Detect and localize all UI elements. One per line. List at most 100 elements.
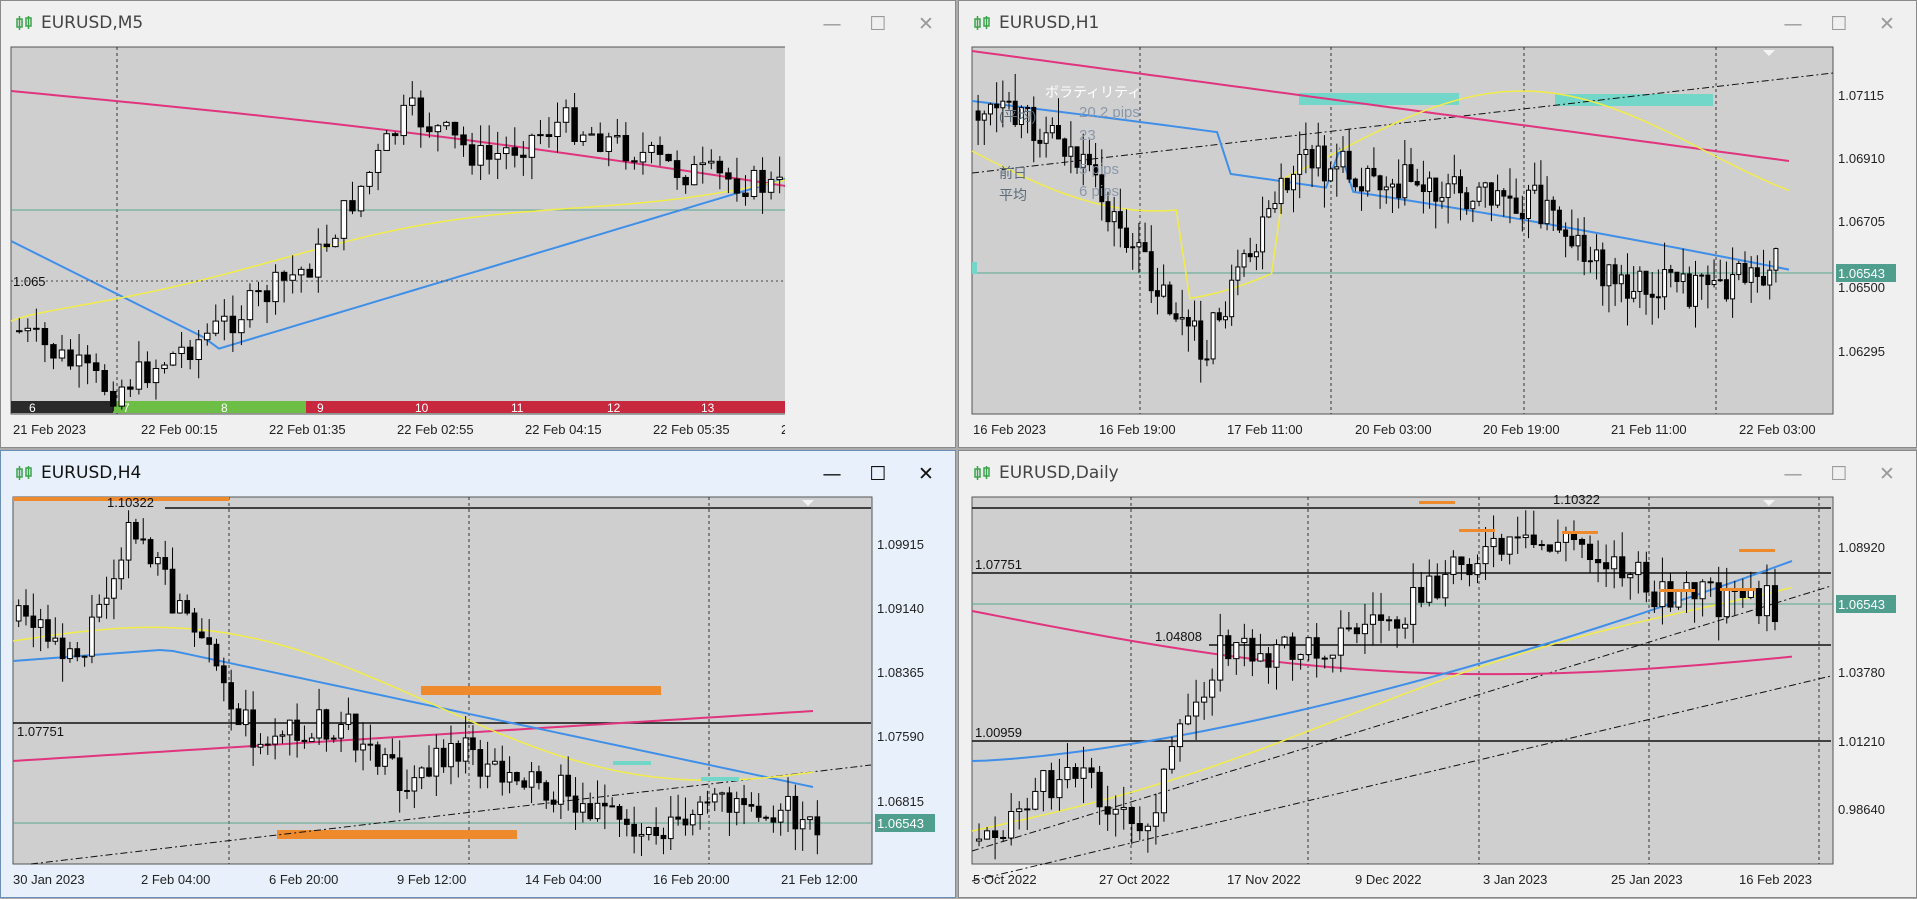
candle-body xyxy=(1309,149,1315,169)
candle-body xyxy=(286,719,293,736)
time-axis-label: 16 Feb 19:00 xyxy=(1099,422,1176,437)
minimize-button[interactable]: — xyxy=(822,13,842,35)
candle-body xyxy=(1513,197,1519,214)
candle-body xyxy=(704,801,711,804)
candle-body xyxy=(1273,644,1280,668)
candle-body xyxy=(1414,180,1420,186)
candle-body xyxy=(1699,274,1705,277)
candle-body xyxy=(1297,153,1303,175)
close-button[interactable]: ✕ xyxy=(918,463,934,485)
candle-body xyxy=(1222,316,1228,321)
candle-body xyxy=(404,789,410,792)
price-chart[interactable]: 1.08920 1.06543 1.03780 1.01210 0.98640 5 Oct… xyxy=(959,451,1917,899)
candle-body xyxy=(330,737,337,740)
candle-body xyxy=(1241,637,1248,644)
candle-body xyxy=(24,327,32,332)
candle-body xyxy=(306,268,313,278)
price-axis-label: 0.98640 xyxy=(1838,802,1885,817)
candle-body xyxy=(807,816,813,821)
maximize-button[interactable]: ☐ xyxy=(1830,463,1848,485)
time-axis-label: 17 Nov 2022 xyxy=(1227,872,1301,887)
candle-body xyxy=(1346,150,1352,180)
candle-body xyxy=(84,354,91,364)
candle-body xyxy=(1266,208,1272,218)
candle-body xyxy=(1025,106,1031,109)
candle-body xyxy=(499,760,506,783)
candle-body xyxy=(1000,100,1006,109)
candle-body xyxy=(1192,320,1198,327)
candle-body xyxy=(1321,657,1328,660)
close-button[interactable]: ✕ xyxy=(918,13,934,35)
ma-fast-line xyxy=(971,586,1793,832)
candle-body xyxy=(389,754,396,759)
time-axis-label: 20 Feb 19:00 xyxy=(1483,422,1560,437)
volatility-row-label: (平均) xyxy=(999,108,1036,124)
candle-body xyxy=(1699,581,1706,600)
candle-body xyxy=(992,830,999,838)
candle-body xyxy=(1570,532,1578,541)
candle-body xyxy=(1606,264,1612,287)
window-titlebar[interactable]: EURUSD,Daily — ☐ ✕ xyxy=(959,451,1916,493)
candle-body xyxy=(1086,153,1092,166)
minimize-button[interactable]: — xyxy=(822,463,842,485)
level-label: 1.10322 xyxy=(1553,492,1600,507)
close-button[interactable]: ✕ xyxy=(1879,13,1895,35)
close-button[interactable]: ✕ xyxy=(1879,463,1895,485)
minimize-button[interactable]: — xyxy=(1783,463,1803,485)
maximize-button[interactable]: ☐ xyxy=(869,13,887,35)
candle-body xyxy=(1578,539,1586,545)
maximize-button[interactable]: ☐ xyxy=(1830,13,1848,35)
candle-body xyxy=(1635,561,1642,576)
price-axis-label: 1.09140 xyxy=(877,601,924,616)
minimize-button[interactable]: — xyxy=(1783,13,1803,35)
candle-body xyxy=(144,361,151,384)
candle-body xyxy=(279,734,286,737)
candle-body xyxy=(58,349,66,359)
candle-body xyxy=(37,619,44,628)
candle-body xyxy=(1361,623,1369,635)
candle-body xyxy=(263,290,271,303)
chart-window-eurusd-h4[interactable]: EURUSD,H4 — ☐ ✕ 1.09915 1.09140 1.08365 1.0… xyxy=(0,450,956,898)
candle-body xyxy=(770,817,777,823)
candle-body xyxy=(645,827,652,835)
candle-body xyxy=(349,200,356,212)
candle-body xyxy=(45,619,51,642)
candle-body xyxy=(511,147,519,156)
candle-body xyxy=(178,346,185,355)
candle-body xyxy=(1495,190,1501,206)
window-titlebar[interactable]: EURUSD,H1 — ☐ ✕ xyxy=(959,1,1916,43)
candle-body xyxy=(81,655,88,658)
candle-body xyxy=(315,243,322,278)
candle-body xyxy=(673,160,681,178)
candle-body xyxy=(1755,588,1762,617)
candle-body xyxy=(1072,767,1079,779)
candle-body xyxy=(1111,211,1117,223)
maximize-button[interactable]: ☐ xyxy=(869,463,887,485)
window-titlebar[interactable]: EURUSD,M5 — ☐ ✕ xyxy=(1,1,955,43)
session-number: 6 xyxy=(29,401,36,415)
candle-body xyxy=(1662,269,1668,298)
candle-body xyxy=(135,361,143,390)
chart-window-eurusd-h1[interactable]: EURUSD,H1 — ☐ ✕ 1.07115 1.06910 1.06705 1.0… xyxy=(958,0,1917,448)
window-titlebar[interactable]: EURUSD,H4 — ☐ ✕ xyxy=(1,451,955,493)
candle-body xyxy=(1328,168,1334,182)
candle-body xyxy=(451,121,459,136)
chart-window-eurusd-m5[interactable]: EURUSD,M5 — ☐ ✕ 1.066201.065801.065431.0… xyxy=(0,0,956,448)
candle-body xyxy=(417,97,425,128)
candle-body xyxy=(411,777,418,792)
time-axis-label: 21 Feb 2023 xyxy=(13,422,86,437)
price-chart[interactable]: 1.09915 1.09140 1.08365 1.07590 1.06815 1.065… xyxy=(1,451,957,899)
candle-body xyxy=(1618,274,1624,285)
current-price-label: 1.06543 xyxy=(1838,597,1885,612)
candle-body xyxy=(1369,614,1377,625)
candle-body xyxy=(1080,153,1086,168)
candle-body xyxy=(396,757,403,791)
chart-window-eurusd-daily[interactable]: EURUSD,Daily — ☐ ✕ 1.08920 1.06543 1.03780… xyxy=(958,450,1917,898)
candle-body xyxy=(1043,132,1049,144)
candle-body xyxy=(1470,200,1476,210)
candle-body xyxy=(1303,149,1309,155)
candle-body xyxy=(792,795,799,830)
candle-body xyxy=(1739,590,1746,598)
